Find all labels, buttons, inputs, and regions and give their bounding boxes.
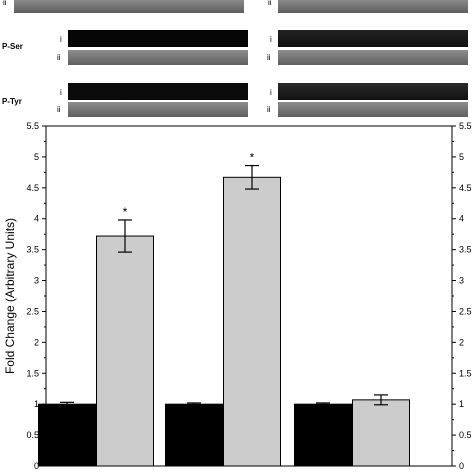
y-tick-label-right: 2.5 (459, 306, 472, 316)
blot-strip (278, 0, 468, 13)
lane-label-ii: ii (57, 105, 61, 114)
y-tick-label-right: 1 (459, 399, 464, 409)
lane-label-ii: ii (57, 53, 61, 62)
lane-label-i: i (60, 35, 62, 44)
blot-strip (68, 30, 248, 47)
lane-label-i: i (60, 88, 62, 97)
y-tick-label-left: 0.5 (26, 430, 39, 440)
blot-strip (68, 50, 248, 65)
y-tick-label-left: 0 (34, 461, 39, 471)
y-tick-label-right: 4.5 (459, 183, 472, 193)
y-tick-label-right: 2 (459, 337, 464, 347)
blot-label-p-ser: P-Ser (2, 42, 23, 51)
y-tick-label-right: 3 (459, 276, 464, 286)
bar (165, 403, 223, 467)
blot-label-p-tyr: P-Tyr (2, 97, 22, 106)
y-tick-label-left: 3 (34, 276, 39, 286)
y-tick-label-right: 3.5 (459, 245, 472, 255)
bar (352, 399, 410, 467)
bar (294, 403, 352, 467)
y-tick-label-left: 5.5 (26, 121, 39, 131)
y-tick-label-left: 1.5 (26, 368, 39, 378)
y-tick-label-right: 0 (459, 461, 464, 471)
lane-label-i: i (270, 88, 272, 97)
y-tick-label-right: 5.5 (459, 121, 472, 131)
bar (223, 176, 281, 467)
y-tick-label-left: 5 (34, 152, 39, 162)
y-tick-label-left: 4 (34, 214, 39, 224)
blot-strip (278, 30, 468, 47)
y-axis-label: Fold Change (Arbitrary Units) (3, 218, 17, 374)
lane-label-ii: ii (268, 0, 272, 7)
y-tick-label-right: 0.5 (459, 430, 472, 440)
y-tick-label-left: 3.5 (26, 245, 39, 255)
y-tick-label-right: 4 (459, 214, 464, 224)
y-tick-label-right: 5 (459, 152, 464, 162)
lane-label-ii: ii (267, 53, 271, 62)
blot-strip (68, 102, 248, 117)
blot-strip (14, 0, 244, 13)
chart-bars: ** (38, 151, 410, 467)
y-tick-label-left: 1 (34, 399, 39, 409)
lane-label-ii: ii (267, 105, 271, 114)
significance-asterisk: * (123, 205, 128, 219)
blot-strip (278, 50, 468, 65)
blot-strip (278, 102, 468, 117)
lane-label-i: i (270, 35, 272, 44)
blot-strip (278, 83, 468, 100)
y-tick-label-left: 4.5 (26, 183, 39, 193)
y-tick-label-left: 2.5 (26, 306, 39, 316)
significance-asterisk: * (250, 151, 255, 165)
blot-strip (68, 83, 248, 100)
bar (96, 235, 154, 467)
y-tick-label-left: 2 (34, 337, 39, 347)
bar (38, 403, 96, 467)
y-tick-label-right: 1.5 (459, 368, 472, 378)
lane-label-ii: ii (3, 0, 7, 7)
